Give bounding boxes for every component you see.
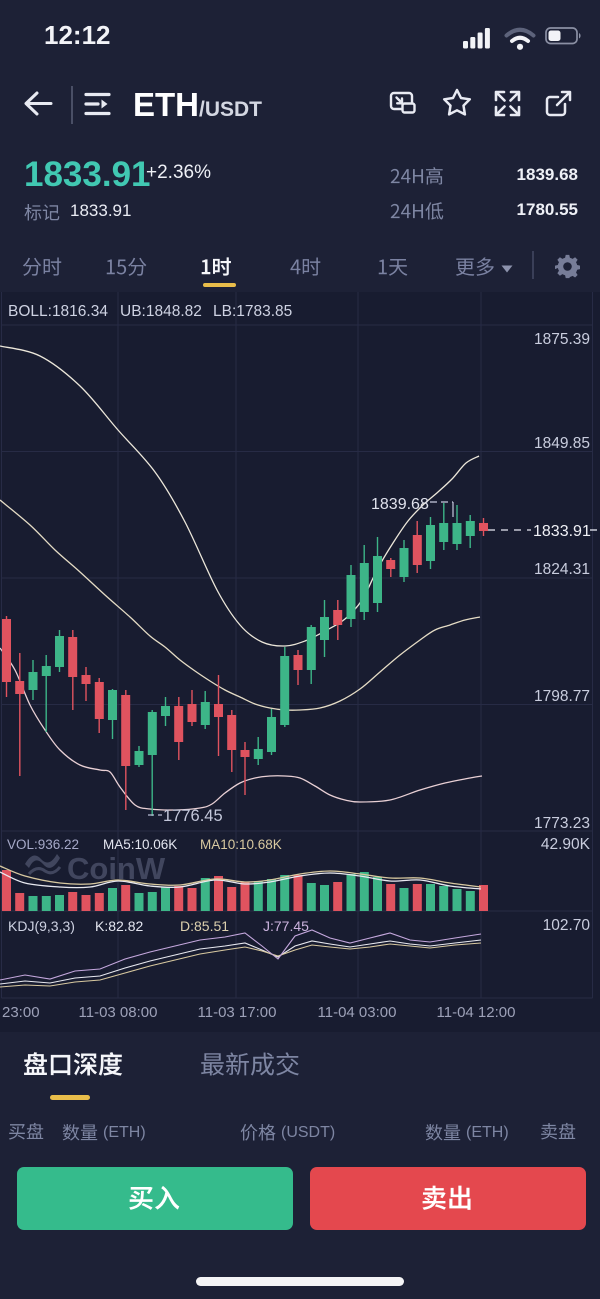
svg-text:KDJ(9,3,3): KDJ(9,3,3) — [8, 918, 75, 934]
svg-text:CoinW: CoinW — [67, 851, 166, 886]
svg-text:VOL:936.22: VOL:936.22 — [7, 837, 79, 852]
svg-text:1839.68: 1839.68 — [371, 496, 429, 513]
svg-text:D:85.51: D:85.51 — [180, 918, 229, 934]
svg-text:102.70: 102.70 — [543, 917, 591, 934]
svg-text:LB:1783.85: LB:1783.85 — [213, 303, 292, 320]
svg-text:BOLL:1816.34: BOLL:1816.34 — [8, 303, 108, 320]
svg-text:1849.85: 1849.85 — [534, 435, 590, 452]
svg-text:1875.39: 1875.39 — [534, 331, 590, 348]
svg-text:1798.77: 1798.77 — [534, 688, 590, 705]
svg-text:K:82.82: K:82.82 — [95, 918, 143, 934]
svg-text:MA10:10.68K: MA10:10.68K — [200, 837, 282, 852]
svg-text:1824.31: 1824.31 — [534, 561, 590, 578]
svg-text:11-03 08:00: 11-03 08:00 — [79, 1004, 158, 1021]
svg-text:1833.91: 1833.91 — [533, 523, 591, 540]
svg-text:11-03 17:00: 11-03 17:00 — [198, 1004, 277, 1021]
svg-text:1776.45: 1776.45 — [163, 807, 223, 825]
svg-text:1773.23: 1773.23 — [534, 815, 590, 832]
svg-text:23:00: 23:00 — [2, 1004, 40, 1021]
svg-text:42.90K: 42.90K — [541, 836, 591, 853]
svg-text:UB:1848.82: UB:1848.82 — [120, 303, 202, 320]
svg-text:11-04 12:00: 11-04 12:00 — [437, 1004, 516, 1021]
svg-text:J:77.45: J:77.45 — [263, 918, 309, 934]
svg-text:MA5:10.06K: MA5:10.06K — [103, 837, 177, 852]
svg-text:11-04 03:00: 11-04 03:00 — [318, 1004, 397, 1021]
